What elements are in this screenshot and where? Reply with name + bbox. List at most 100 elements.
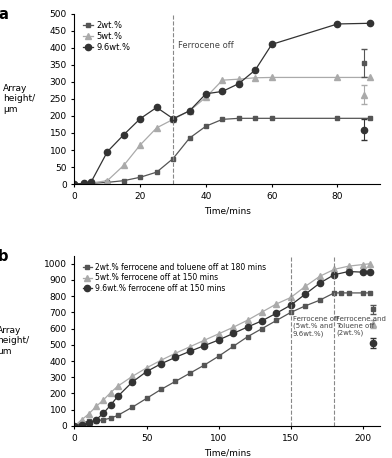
Text: Ferrocene off
(5wt.% and
9.6wt.%): Ferrocene off (5wt.% and 9.6wt.%) bbox=[293, 316, 339, 337]
2wt.% ferrocene and toluene off at 180 mins bbox=[79, 420, 84, 425]
9.6wt.% ferrocene off at 150 mins bbox=[317, 280, 322, 286]
9.6wt.% bbox=[236, 81, 241, 86]
9.6wt.% ferrocene off at 150 mins bbox=[173, 354, 178, 360]
2wt.% ferrocene and toluene off at 180 mins bbox=[187, 371, 192, 376]
5wt.% ferrocene off at 150 mins bbox=[202, 338, 207, 343]
Line: 5wt.% ferrocene off at 150 mins: 5wt.% ferrocene off at 150 mins bbox=[71, 261, 373, 429]
9.6wt.% ferrocene off at 150 mins bbox=[94, 417, 98, 423]
2wt.% bbox=[236, 115, 241, 121]
5wt.% ferrocene off at 150 mins bbox=[231, 325, 236, 330]
2wt.% ferrocene and toluene off at 180 mins bbox=[115, 413, 120, 418]
9.6wt.% ferrocene off at 150 mins bbox=[346, 269, 351, 274]
2wt.% ferrocene and toluene off at 180 mins bbox=[361, 290, 365, 296]
2wt.% bbox=[203, 123, 208, 129]
5wt.% ferrocene off at 150 mins bbox=[72, 423, 77, 429]
2wt.% ferrocene and toluene off at 180 mins bbox=[87, 419, 91, 424]
2wt.% ferrocene and toluene off at 180 mins bbox=[94, 418, 98, 424]
Line: 9.6wt.% ferrocene off at 150 mins: 9.6wt.% ferrocene off at 150 mins bbox=[71, 268, 373, 429]
2wt.% ferrocene and toluene off at 180 mins bbox=[72, 423, 77, 429]
9.6wt.% ferrocene off at 150 mins bbox=[216, 337, 221, 343]
5wt.% ferrocene off at 150 mins bbox=[159, 358, 163, 363]
2wt.% ferrocene and toluene off at 180 mins bbox=[231, 344, 236, 349]
5wt.% bbox=[236, 76, 241, 82]
5wt.% ferrocene off at 150 mins bbox=[108, 390, 113, 395]
Text: Ferrocene and
Toluene off
(2wt.%): Ferrocene and Toluene off (2wt.%) bbox=[336, 316, 386, 336]
2wt.% bbox=[138, 174, 143, 180]
2wt.% bbox=[82, 181, 87, 186]
9.6wt.% ferrocene off at 150 mins bbox=[87, 420, 91, 426]
5wt.% ferrocene off at 150 mins bbox=[101, 397, 106, 403]
5wt.% ferrocene off at 150 mins bbox=[332, 267, 336, 272]
9.6wt.% ferrocene off at 150 mins bbox=[130, 379, 134, 385]
9.6wt.% ferrocene off at 150 mins bbox=[332, 272, 336, 278]
9.6wt.% ferrocene off at 150 mins bbox=[245, 324, 250, 330]
5wt.% ferrocene off at 150 mins bbox=[216, 331, 221, 337]
2wt.% bbox=[89, 180, 93, 186]
5wt.% ferrocene off at 150 mins bbox=[274, 301, 279, 307]
5wt.% bbox=[253, 75, 258, 81]
2wt.% bbox=[122, 178, 126, 183]
9.6wt.% ferrocene off at 150 mins bbox=[159, 361, 163, 366]
9.6wt.% bbox=[368, 21, 373, 26]
2wt.% ferrocene and toluene off at 180 mins bbox=[144, 396, 149, 401]
5wt.% ferrocene off at 150 mins bbox=[115, 383, 120, 389]
2wt.% ferrocene and toluene off at 180 mins bbox=[274, 318, 279, 323]
9.6wt.% ferrocene off at 150 mins bbox=[361, 269, 365, 275]
5wt.% ferrocene off at 150 mins bbox=[79, 417, 84, 423]
9.6wt.% ferrocene off at 150 mins bbox=[108, 403, 113, 408]
Line: 2wt.%: 2wt.% bbox=[72, 116, 373, 186]
9.6wt.% bbox=[253, 67, 258, 73]
5wt.% ferrocene off at 150 mins bbox=[94, 403, 98, 409]
9.6wt.% ferrocene off at 150 mins bbox=[187, 349, 192, 354]
2wt.% ferrocene and toluene off at 180 mins bbox=[260, 326, 264, 331]
2wt.% ferrocene and toluene off at 180 mins bbox=[159, 387, 163, 392]
5wt.% ferrocene off at 150 mins bbox=[87, 411, 91, 416]
5wt.% bbox=[72, 181, 77, 187]
5wt.% bbox=[154, 125, 159, 131]
2wt.% ferrocene and toluene off at 180 mins bbox=[317, 298, 322, 303]
5wt.% bbox=[105, 178, 110, 183]
5wt.% bbox=[335, 75, 340, 80]
9.6wt.% bbox=[154, 105, 159, 110]
2wt.% bbox=[105, 180, 110, 185]
5wt.% ferrocene off at 150 mins bbox=[173, 350, 178, 356]
5wt.% ferrocene off at 150 mins bbox=[317, 273, 322, 279]
9.6wt.% bbox=[187, 108, 192, 114]
9.6wt.% ferrocene off at 150 mins bbox=[274, 311, 279, 316]
2wt.% ferrocene and toluene off at 180 mins bbox=[108, 415, 113, 421]
2wt.% bbox=[220, 117, 225, 122]
Text: a: a bbox=[0, 7, 8, 22]
5wt.% bbox=[171, 117, 176, 122]
9.6wt.% bbox=[269, 42, 274, 47]
5wt.% bbox=[269, 75, 274, 80]
9.6wt.% ferrocene off at 150 mins bbox=[368, 269, 372, 275]
Y-axis label: Array
height/
μm: Array height/ μm bbox=[3, 84, 35, 114]
5wt.% bbox=[122, 163, 126, 168]
5wt.% bbox=[368, 75, 373, 80]
5wt.% ferrocene off at 150 mins bbox=[144, 365, 149, 371]
5wt.% ferrocene off at 150 mins bbox=[368, 261, 372, 267]
9.6wt.% bbox=[335, 21, 340, 27]
2wt.% ferrocene and toluene off at 180 mins bbox=[289, 310, 293, 315]
2wt.% ferrocene and toluene off at 180 mins bbox=[101, 417, 106, 423]
9.6wt.% bbox=[122, 132, 126, 137]
2wt.% bbox=[253, 115, 258, 121]
2wt.% bbox=[154, 169, 159, 175]
2wt.% ferrocene and toluene off at 180 mins bbox=[216, 354, 221, 359]
2wt.% bbox=[269, 115, 274, 121]
9.6wt.% ferrocene off at 150 mins bbox=[144, 369, 149, 374]
Text: b: b bbox=[0, 249, 9, 264]
5wt.% bbox=[220, 77, 225, 83]
Line: 2wt.% ferrocene and toluene off at 180 mins: 2wt.% ferrocene and toluene off at 180 m… bbox=[72, 290, 372, 428]
9.6wt.% bbox=[72, 181, 77, 187]
9.6wt.% ferrocene off at 150 mins bbox=[260, 318, 264, 323]
5wt.% bbox=[138, 142, 143, 147]
2wt.% bbox=[171, 156, 176, 161]
5wt.% ferrocene off at 150 mins bbox=[361, 262, 365, 267]
5wt.% bbox=[203, 94, 208, 100]
9.6wt.% ferrocene off at 150 mins bbox=[289, 302, 293, 308]
9.6wt.% ferrocene off at 150 mins bbox=[115, 394, 120, 399]
2wt.% bbox=[368, 115, 373, 121]
9.6wt.% ferrocene off at 150 mins bbox=[231, 331, 236, 336]
2wt.% ferrocene and toluene off at 180 mins bbox=[368, 290, 372, 296]
